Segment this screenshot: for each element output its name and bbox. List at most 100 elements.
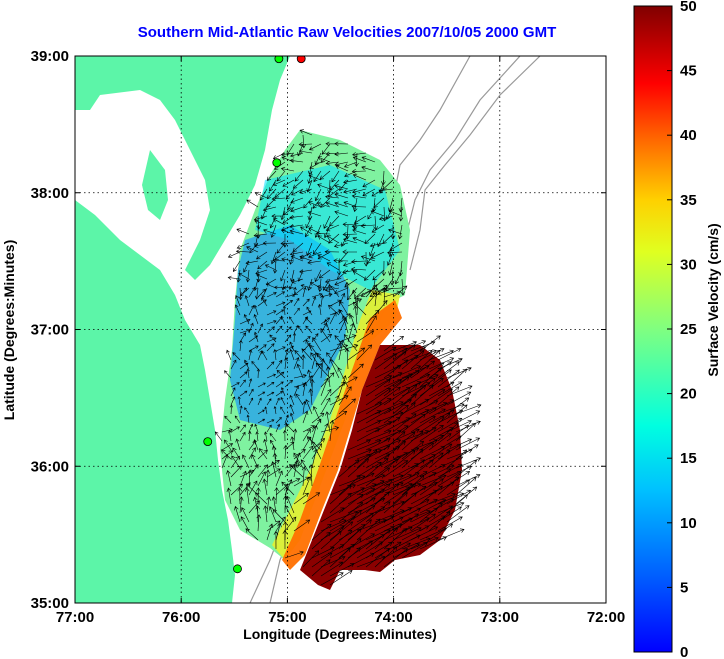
velocity-arrow	[257, 464, 269, 478]
velocity-arrow	[261, 297, 268, 307]
velocity-arrow	[257, 344, 267, 352]
velocity-arrow	[291, 278, 304, 284]
velocity-arrow	[383, 528, 408, 550]
velocity-arrow	[318, 269, 331, 279]
velocity-arrow	[326, 352, 340, 370]
velocity-arrow	[257, 409, 265, 415]
velocity-arrow	[383, 452, 409, 469]
velocity-arrow	[308, 201, 322, 208]
velocity-arrow	[329, 342, 341, 361]
velocity-arrow	[437, 417, 463, 433]
velocity-arrow	[311, 438, 326, 451]
velocity-arrow	[239, 318, 251, 325]
velocity-arrow	[419, 464, 446, 478]
velocity-arrow	[325, 224, 340, 232]
velocity-arrow	[256, 273, 268, 280]
velocity-arrow	[326, 262, 340, 271]
station-delaware-marker	[274, 56, 284, 64]
velocity-arrow	[264, 264, 277, 271]
velocity-arrow	[338, 376, 358, 388]
velocity-arrow	[266, 197, 277, 208]
velocity-arrow	[338, 459, 360, 478]
velocity-arrow	[302, 476, 312, 496]
velocity-arrow	[328, 233, 340, 244]
velocity-arrow	[392, 344, 416, 361]
velocity-arrow	[257, 288, 266, 298]
velocity-arrow	[401, 542, 428, 559]
velocity-arrow	[271, 196, 286, 202]
velocity-arrow	[356, 474, 386, 487]
velocity-arrow	[392, 413, 417, 433]
velocity-arrow	[352, 270, 367, 280]
velocity-arrow	[365, 445, 391, 460]
velocity-arrow	[266, 337, 277, 343]
velocity-arrow	[317, 183, 331, 190]
velocity-arrow	[356, 518, 387, 532]
velocity-arrow	[401, 475, 425, 496]
velocity-arrow	[311, 559, 331, 577]
velocity-arrow	[302, 410, 309, 424]
velocity-arrow	[446, 397, 470, 415]
velocity-arrow	[293, 452, 304, 469]
velocity-arrow	[290, 152, 304, 158]
velocity-arrow	[378, 188, 394, 193]
velocity-arrow	[220, 449, 232, 460]
delmarva-peninsula	[75, 56, 290, 280]
velocity-arrow	[455, 457, 482, 469]
velocity-arrow	[280, 396, 286, 406]
velocity-arrow	[266, 361, 275, 370]
velocity-arrow	[240, 516, 250, 532]
y-axis-label: Latitude (Degrees:Minutes)	[1, 240, 17, 420]
velocity-arrow	[338, 386, 352, 406]
velocity-arrow	[257, 299, 267, 307]
velocity-arrow	[257, 382, 266, 388]
velocity-arrow	[293, 476, 310, 487]
velocity-arrow	[293, 385, 300, 397]
velocity-arrow	[236, 269, 241, 283]
velocity-arrow	[329, 529, 353, 550]
velocity-arrow	[392, 285, 408, 298]
velocity-arrow	[446, 419, 472, 433]
velocity-arrow	[293, 356, 300, 370]
velocity-arrow	[320, 544, 345, 559]
velocity-arrow	[383, 359, 409, 379]
velocity-arrow	[383, 526, 413, 541]
colorbar-tick-label-0: 0	[680, 644, 688, 659]
velocity-arrow	[302, 492, 321, 505]
velocity-arrow	[314, 269, 322, 283]
velocity-arrow	[275, 359, 283, 370]
velocity-arrow	[300, 459, 313, 478]
velocity-arrow	[437, 422, 459, 442]
velocity-arrow	[333, 242, 349, 248]
velocity-arrow	[381, 260, 387, 277]
velocity-arrow	[344, 170, 358, 178]
velocity-arrow	[356, 462, 382, 478]
velocity-arrow	[251, 454, 259, 469]
velocity-arrow	[401, 350, 425, 370]
velocity-arrow	[353, 215, 367, 224]
velocity-arrow	[351, 169, 367, 174]
velocity-arrow	[314, 188, 322, 202]
velocity-arrow	[239, 287, 248, 298]
velocity-arrow	[354, 152, 359, 167]
velocity-arrow	[334, 184, 349, 190]
velocity-arrow	[269, 179, 277, 192]
velocity-arrow	[329, 395, 340, 415]
velocity-arrow	[230, 483, 244, 496]
velocity-arrow	[266, 343, 275, 352]
velocity-arrow	[221, 454, 229, 469]
velocity-arrow	[428, 468, 452, 487]
velocity-arrow	[230, 359, 237, 370]
velocity-arrow	[377, 233, 385, 248]
velocity-arrow	[319, 170, 331, 180]
velocity-arrow	[254, 492, 268, 505]
velocity-arrow	[266, 310, 277, 316]
velocity-arrow	[253, 304, 259, 316]
velocity-arrow	[392, 450, 416, 469]
velocity-arrow	[266, 419, 275, 424]
velocity-arrow	[324, 287, 340, 293]
velocity-arrow	[275, 470, 283, 487]
velocity-arrow	[275, 397, 280, 406]
velocity-arrow	[336, 260, 342, 276]
velocity-arrow	[248, 480, 258, 496]
